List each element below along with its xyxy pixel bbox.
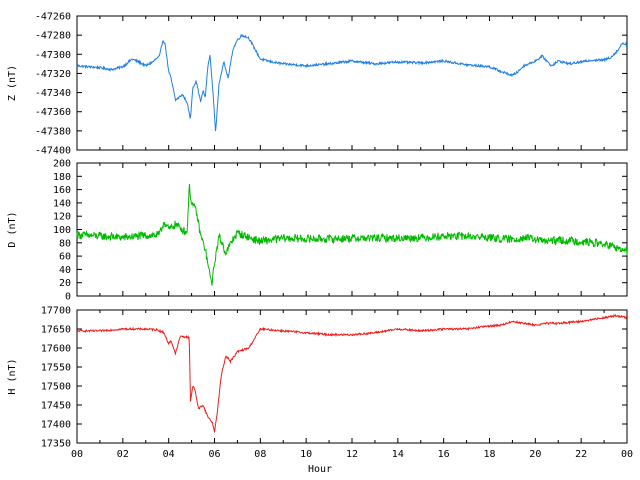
y-tick-label-d: 120 <box>53 212 71 223</box>
panel-z-frame <box>76 15 628 151</box>
y-axis-title-d: D (nT) <box>7 211 18 247</box>
y-tick-label-d: 0 <box>65 292 71 303</box>
series-line-h <box>76 313 628 433</box>
y-tick-label-z: -47400 <box>35 146 71 157</box>
y-tick-label-d: 160 <box>53 185 71 196</box>
y-tick-label-z: -47260 <box>35 12 71 23</box>
y-tick-label-h: 17600 <box>41 344 71 355</box>
x-tick-label: 02 <box>117 449 129 460</box>
y-tick-label-h: 17700 <box>41 306 71 317</box>
x-tick-label: 12 <box>346 449 358 460</box>
x-tick-label: 06 <box>208 449 220 460</box>
x-tick-label: 20 <box>529 449 541 460</box>
series-line-d <box>76 183 628 286</box>
y-tick-label-z: -47320 <box>35 69 71 80</box>
y-tick-label-h: 17550 <box>41 363 71 374</box>
y-tick-label-d: 40 <box>59 265 71 276</box>
y-tick-label-h: 17400 <box>41 420 71 431</box>
y-tick-label-h: 17500 <box>41 382 71 393</box>
y-tick-label-d: 20 <box>59 278 71 289</box>
panel-h: 17700 17650 17600 17550 17500 17450 17400 17350… <box>7 306 628 450</box>
x-axis-title: Hour <box>308 464 332 475</box>
y-tick-label-z: -47360 <box>35 107 71 118</box>
x-tick-label: 18 <box>483 449 495 460</box>
panel-d-frame <box>76 162 628 297</box>
y-tick-label-z: -47340 <box>35 88 71 99</box>
x-tick-label: 16 <box>438 449 450 460</box>
x-tick-label: 10 <box>300 449 312 460</box>
y-tick-label-z: -47380 <box>35 126 71 137</box>
x-tick-label: 00 <box>621 449 633 460</box>
y-tick-label-d: 140 <box>53 198 71 209</box>
series-line-z <box>76 33 628 132</box>
y-tick-label-d: 60 <box>59 252 71 263</box>
y-tick-label-d: 180 <box>53 172 71 183</box>
y-axis-title-h: H (nT) <box>7 358 18 394</box>
chart-panels: -47260 -47280 -47300 -47320 -47340 -47360 -473… <box>7 12 628 450</box>
y-tick-label-z: -47300 <box>35 50 71 61</box>
x-tick-label: 04 <box>163 449 175 460</box>
y-axis-title-z: Z (nT) <box>7 65 18 101</box>
x-tick-label: 08 <box>254 449 266 460</box>
x-axis: 00 02 04 06 08 10 12 14 16 18 20 22 00 <box>71 449 633 460</box>
y-tick-label-h: 17350 <box>41 439 71 450</box>
y-tick-label-d: 200 <box>53 159 71 170</box>
x-tick-label: 14 <box>392 449 404 460</box>
y-tick-label-z: -47280 <box>35 31 71 42</box>
y-tick-label-d: 100 <box>53 225 71 236</box>
panel-h-frame <box>76 309 628 444</box>
x-tick-label: 00 <box>71 449 83 460</box>
x-tick-label: 22 <box>575 449 587 460</box>
panel-z: -47260 -47280 -47300 -47320 -47340 -47360 -473… <box>7 12 628 157</box>
y-tick-label-d: 80 <box>59 238 71 249</box>
y-tick-label-h: 17450 <box>41 401 71 412</box>
y-tick-label-h: 17650 <box>41 325 71 336</box>
